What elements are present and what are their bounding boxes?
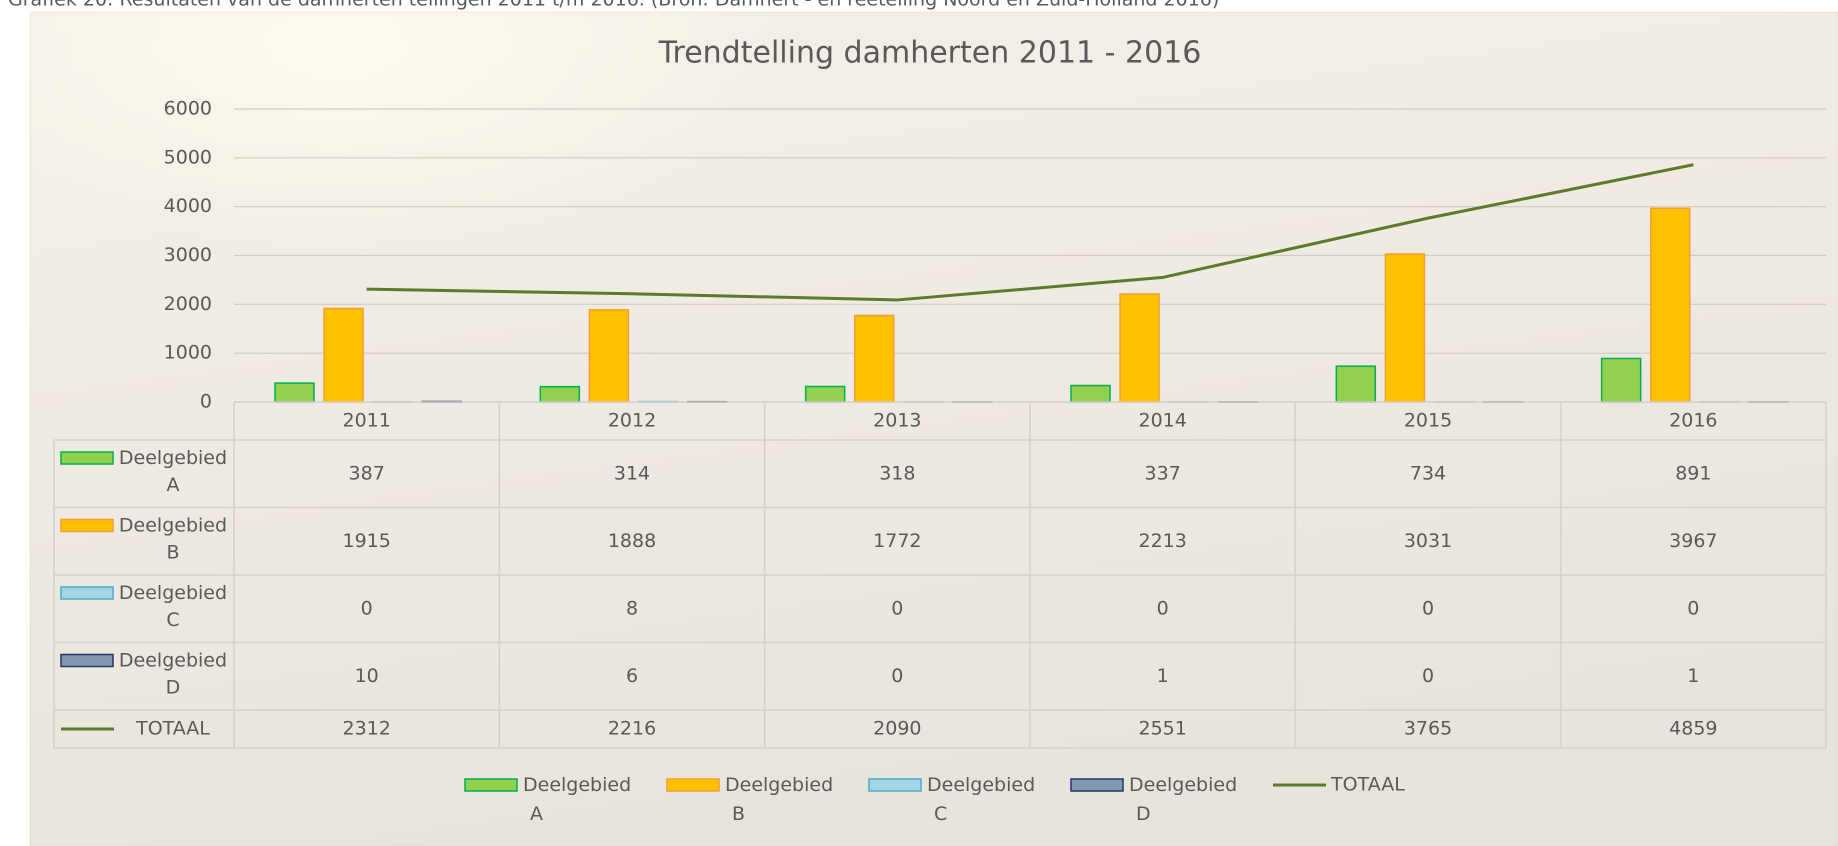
bar <box>1335 365 1377 403</box>
bar <box>1119 293 1160 403</box>
legend-key <box>868 778 922 792</box>
table-cell: 1 <box>1687 665 1699 687</box>
x-tick-label: 2016 <box>1669 410 1717 432</box>
table-cell: 314 <box>614 462 650 484</box>
legend-label: Deelgebied B <box>725 774 833 825</box>
table-cell: 0 <box>361 597 373 619</box>
table-row-label: TOTAAL <box>135 718 210 740</box>
table-row-label: Deelgebied A <box>119 447 227 496</box>
bar <box>804 385 846 403</box>
y-tick-label: 4000 <box>164 195 212 217</box>
table-legend-key <box>60 586 114 600</box>
x-tick-label: 2013 <box>873 410 921 432</box>
bar <box>323 307 364 403</box>
table-cell: 0 <box>891 665 903 687</box>
table-cell: 1888 <box>608 530 656 552</box>
x-tick-label: 2011 <box>342 410 390 432</box>
legend-label: TOTAAL <box>1330 774 1405 796</box>
legend-label: Deelgebied D <box>1129 774 1237 825</box>
table-cell: 3967 <box>1669 530 1717 552</box>
bar <box>274 382 315 403</box>
chart-title: Trendtelling damherten 2011 - 2016 <box>658 36 1202 71</box>
table-cell: 2312 <box>342 718 390 740</box>
table-cell: 1915 <box>342 530 390 552</box>
table-cell: 2213 <box>1138 530 1186 552</box>
table-cell: 0 <box>1157 597 1169 619</box>
chart-frame <box>29 11 1838 846</box>
table-cell: 318 <box>879 462 915 484</box>
table-cell: 2090 <box>873 718 921 740</box>
table-cell: 1772 <box>873 530 921 552</box>
table-cell: 387 <box>349 462 385 484</box>
legend-key <box>464 778 518 792</box>
x-tick-label: 2012 <box>608 410 656 432</box>
bar <box>853 314 895 403</box>
bar <box>539 385 581 403</box>
table-row-label: Deelgebied C <box>119 582 227 631</box>
legend-label: Deelgebied A <box>523 774 631 825</box>
bar <box>1649 207 1691 403</box>
line <box>366 163 1694 302</box>
y-tick-label: 1000 <box>164 342 212 364</box>
bar <box>1070 384 1111 403</box>
caption: Grafiek 20: Resultaten van de damherten … <box>8 0 1219 11</box>
table-cell: 1 <box>1157 665 1169 687</box>
table-legend-key <box>60 518 114 533</box>
y-tick-label: 0 <box>200 391 212 413</box>
bar <box>1600 357 1642 403</box>
table-cell: 3031 <box>1404 530 1452 552</box>
table-legend-key <box>60 653 114 668</box>
y-tick-label: 5000 <box>164 146 212 168</box>
y-tick-label: 2000 <box>164 293 212 315</box>
x-tick-label: 2015 <box>1404 410 1452 432</box>
table-cell: 2216 <box>608 718 656 740</box>
table-cell: 4859 <box>1669 718 1717 740</box>
x-tick-label: 2014 <box>1138 410 1186 432</box>
table-row-label: Deelgebied B <box>119 514 227 563</box>
table-cell: 0 <box>1422 597 1434 619</box>
table-cell: 3765 <box>1404 718 1452 740</box>
table-cell: 6 <box>626 665 638 687</box>
table-cell: 2551 <box>1138 718 1186 740</box>
table-row-label: Deelgebied D <box>119 649 227 698</box>
table-cell: 10 <box>355 665 379 687</box>
bar <box>1384 253 1426 403</box>
table-cell: 891 <box>1675 462 1711 484</box>
y-tick-label: 3000 <box>164 244 212 266</box>
legend-label: Deelgebied C <box>927 774 1035 825</box>
legend-key <box>1070 778 1124 792</box>
chart-light <box>30 12 1838 846</box>
table-cell: 337 <box>1145 462 1181 484</box>
table-cell: 0 <box>1687 597 1699 619</box>
bar <box>588 309 630 403</box>
table-cell: 0 <box>891 597 903 619</box>
table-cell: 734 <box>1410 462 1446 484</box>
table-legend-key <box>60 451 114 465</box>
y-tick-label: 6000 <box>164 98 212 120</box>
table-cell: 8 <box>626 597 638 619</box>
table-cell: 0 <box>1422 665 1434 687</box>
legend-key <box>666 778 720 792</box>
